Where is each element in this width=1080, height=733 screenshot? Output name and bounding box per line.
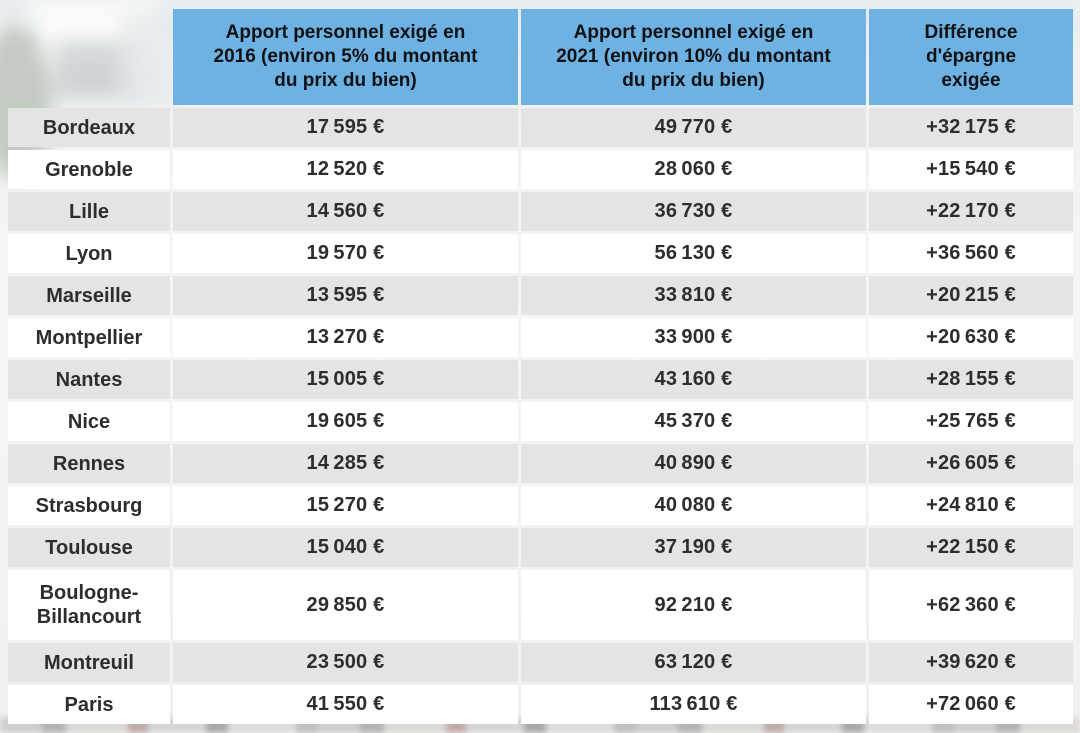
apport-table: Apport personnel exigé en 2016 (environ … <box>8 9 1073 724</box>
background-building <box>120 10 180 105</box>
value-2016: 17 595 € <box>173 108 518 147</box>
value-2021: 40 080 € <box>521 486 866 525</box>
value-2016: 12 520 € <box>173 150 518 189</box>
value-2021: 33 900 € <box>521 318 866 357</box>
value-2016: 13 595 € <box>173 276 518 315</box>
value-2016: 15 040 € <box>173 528 518 567</box>
value-2021: 36 730 € <box>521 192 866 231</box>
city-name: Grenoble <box>8 150 170 189</box>
city-name: Lille <box>8 192 170 231</box>
city-name: Montpellier <box>8 318 170 357</box>
value-2021: 40 890 € <box>521 444 866 483</box>
value-2016: 13 270 € <box>173 318 518 357</box>
value-difference: +26 605 € <box>869 444 1073 483</box>
value-difference: +25 765 € <box>869 402 1073 441</box>
value-difference: +39 620 € <box>869 643 1073 682</box>
value-2021: 49 770 € <box>521 108 866 147</box>
value-2021: 45 370 € <box>521 402 866 441</box>
city-name: Rennes <box>8 444 170 483</box>
value-2016: 15 270 € <box>173 486 518 525</box>
column-header-2021: Apport personnel exigé en 2021 (environ … <box>521 9 866 105</box>
value-difference: +22 150 € <box>869 528 1073 567</box>
table-corner-empty <box>8 9 170 105</box>
city-name: Toulouse <box>8 528 170 567</box>
value-2016: 14 560 € <box>173 192 518 231</box>
value-2016: 23 500 € <box>173 643 518 682</box>
value-difference: +22 170 € <box>869 192 1073 231</box>
value-2021: 33 810 € <box>521 276 866 315</box>
city-name: Nantes <box>8 360 170 399</box>
value-difference: +32 175 € <box>869 108 1073 147</box>
value-2021: 28 060 € <box>521 150 866 189</box>
city-name: Lyon <box>8 234 170 273</box>
value-2021: 56 130 € <box>521 234 866 273</box>
value-difference: +15 540 € <box>869 150 1073 189</box>
city-name: Montreuil <box>8 643 170 682</box>
column-header-2016: Apport personnel exigé en 2016 (environ … <box>173 9 518 105</box>
city-name: Bordeaux <box>8 108 170 147</box>
city-name: Marseille <box>8 276 170 315</box>
value-2016: 19 570 € <box>173 234 518 273</box>
value-2021: 43 160 € <box>521 360 866 399</box>
city-name: Strasbourg <box>8 486 170 525</box>
value-difference: +20 215 € <box>869 276 1073 315</box>
value-2016: 41 550 € <box>173 685 518 724</box>
value-2016: 15 005 € <box>173 360 518 399</box>
value-2021: 113 610 € <box>521 685 866 724</box>
value-difference: +24 810 € <box>869 486 1073 525</box>
city-name: Paris <box>8 685 170 724</box>
value-2016: 19 605 € <box>173 402 518 441</box>
value-difference: +28 155 € <box>869 360 1073 399</box>
column-header-difference: Différence d'épargne exigée <box>869 9 1073 105</box>
city-name: Boulogne-Billancourt <box>8 570 170 640</box>
value-2016: 29 850 € <box>173 570 518 640</box>
value-2021: 37 190 € <box>521 528 866 567</box>
value-2021: 63 120 € <box>521 643 866 682</box>
value-difference: +36 560 € <box>869 234 1073 273</box>
value-difference: +20 630 € <box>869 318 1073 357</box>
city-name: Nice <box>8 402 170 441</box>
value-difference: +72 060 € <box>869 685 1073 724</box>
value-2016: 14 285 € <box>173 444 518 483</box>
value-2021: 92 210 € <box>521 570 866 640</box>
value-difference: +62 360 € <box>869 570 1073 640</box>
